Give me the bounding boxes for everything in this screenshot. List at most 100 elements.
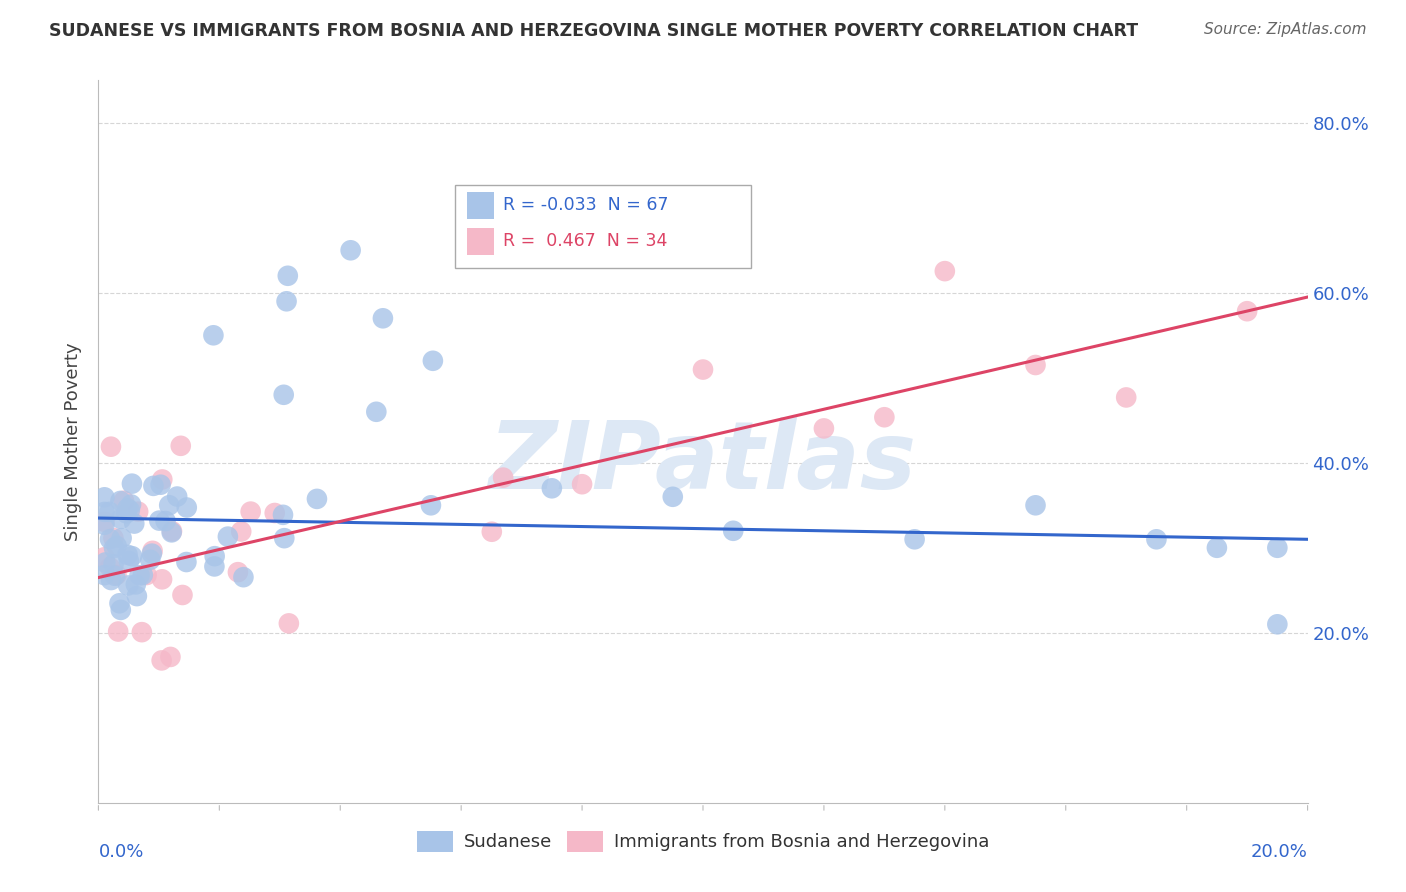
Point [1024,358,1046,372]
Point [150,572,173,586]
Text: SUDANESE VS IMMIGRANTS FROM BOSNIA AND HERZEGOVINA SINGLE MOTHER POVERTY CORRELA: SUDANESE VS IMMIGRANTS FROM BOSNIA AND H… [49,22,1139,40]
Point [277,616,299,631]
Point [93,515,115,529]
Point [1144,533,1167,547]
Point [98,560,121,574]
Point [125,589,148,603]
Point [103,558,125,572]
Point [110,494,132,508]
Point [1206,541,1229,555]
Point [271,508,294,522]
Point [142,479,165,493]
Point [492,470,515,484]
Point [166,490,188,504]
Point [305,491,328,506]
Point [540,481,562,495]
Bar [467,192,494,219]
Point [239,505,262,519]
Point [150,473,173,487]
Point [100,440,122,454]
Point [94,556,117,570]
Point [139,553,162,567]
Point [108,596,131,610]
Point [481,524,503,539]
Point [273,388,295,402]
Y-axis label: Single Mother Poverty: Single Mother Poverty [65,343,83,541]
Point [157,498,180,512]
Point [107,624,129,639]
Point [204,549,226,564]
Point [1024,498,1046,512]
Point [1267,617,1289,632]
Point [204,559,226,574]
Point [121,476,143,491]
Point [217,530,239,544]
Point [273,531,295,545]
Text: Source: ZipAtlas.com: Source: ZipAtlas.com [1204,22,1367,37]
Point [105,568,128,582]
Point [571,477,593,491]
Point [128,568,150,582]
Point [263,506,285,520]
Bar [467,227,494,255]
Point [160,525,183,540]
Point [141,547,163,561]
Point [202,328,225,343]
Point [422,353,444,368]
Point [159,649,181,664]
Point [873,410,896,425]
Point [813,421,835,435]
Point [366,405,388,419]
Point [149,477,172,491]
Point [176,500,198,515]
Point [661,490,683,504]
Point [904,533,927,547]
Point [176,555,198,569]
Point [1267,541,1289,555]
Point [100,573,122,587]
Point [226,565,249,579]
Point [131,625,153,640]
Point [127,505,149,519]
Point [104,569,127,583]
Text: R = -0.033  N = 67: R = -0.033 N = 67 [503,196,669,214]
Point [1115,391,1137,405]
Point [93,568,115,582]
Point [117,501,139,516]
Point [93,491,115,505]
Point [339,244,361,258]
Point [120,498,142,512]
Point [277,268,299,283]
Point [93,505,115,519]
Point [371,311,394,326]
Text: R =  0.467  N = 34: R = 0.467 N = 34 [503,233,668,251]
Point [723,524,745,538]
Point [142,544,165,558]
Point [276,294,298,309]
Point [148,514,170,528]
Point [150,653,173,667]
Point [122,516,145,531]
Point [103,541,125,555]
Point [103,531,125,545]
Point [118,503,141,517]
Text: ZIPatlas: ZIPatlas [489,417,917,509]
Point [117,578,139,592]
Point [110,512,132,526]
Point [160,524,183,539]
Point [112,493,135,508]
Legend: Sudanese, Immigrants from Bosnia and Herzegovina: Sudanese, Immigrants from Bosnia and Her… [409,823,997,859]
Point [232,570,254,584]
Point [110,603,132,617]
Point [172,588,194,602]
Point [98,505,121,519]
Text: 20.0%: 20.0% [1251,843,1308,861]
Point [934,264,956,278]
Point [692,362,714,376]
Point [117,548,139,562]
Point [110,531,132,545]
Point [155,514,177,528]
Point [135,568,157,582]
Point [231,524,253,539]
Point [118,554,141,568]
